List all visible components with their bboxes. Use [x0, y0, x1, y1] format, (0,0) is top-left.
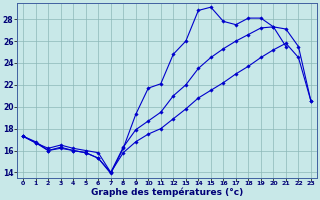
X-axis label: Graphe des températures (°c): Graphe des températures (°c): [91, 188, 243, 197]
